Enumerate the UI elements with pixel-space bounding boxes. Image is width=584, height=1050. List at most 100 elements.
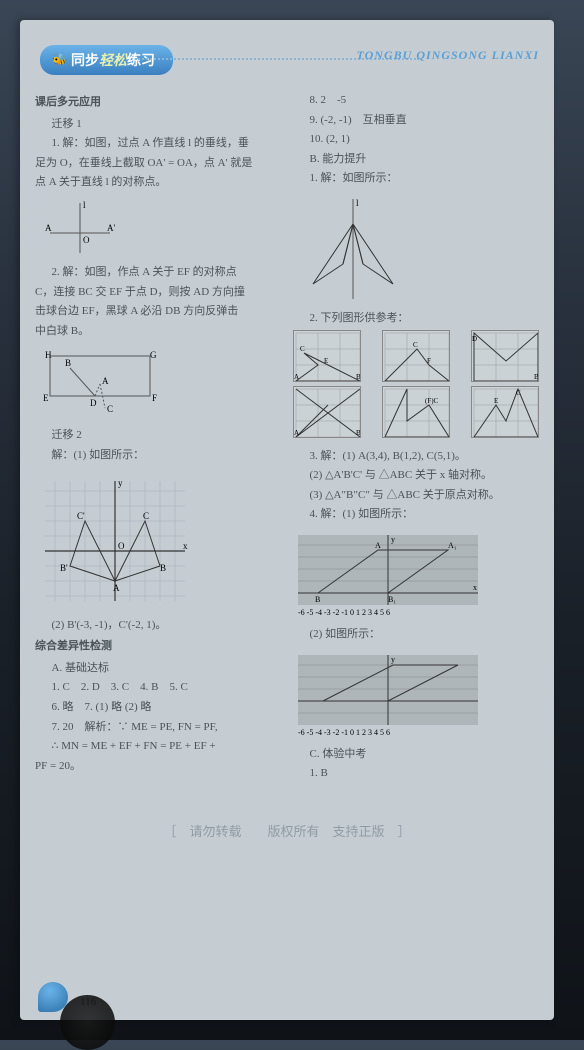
svg-text:D: D (472, 335, 477, 343)
thumb-shadow (60, 995, 115, 1050)
text: 解：(1) 如图所示： (35, 447, 281, 465)
svg-text:A: A (45, 223, 52, 233)
svg-text:(F)C: (F)C (425, 397, 439, 405)
figure-perpendicular: l A O A' (35, 198, 281, 258)
right-column: 8. 2 -5 9. (-2, -1) 互相垂直 10. (2, 1) B. 能… (293, 90, 539, 785)
grid-fig: A B C E (293, 330, 361, 382)
svg-text:A: A (113, 583, 120, 593)
svg-text:-6 -5 -4 -3 -2 -1 0 1 2 3: -6 -5 -4 -3 -2 -1 0 1 2 3 4 5 6 (298, 728, 390, 737)
badge-light: 轻松 (99, 50, 127, 70)
section-title: 综合差异性检测 (35, 638, 281, 656)
svg-text:C: C (300, 345, 305, 353)
svg-text:D: D (90, 398, 97, 408)
svg-text:x: x (183, 541, 188, 551)
svg-text:B₁: B₁ (388, 595, 396, 604)
figure-billiard: H G E F B A D C (35, 346, 281, 421)
svg-text:-6 -5 -4 -3 -2 -1 0 1 2 3: -6 -5 -4 -3 -2 -1 0 1 2 3 4 5 6 (298, 608, 390, 617)
text: 1. B (293, 765, 539, 783)
svg-text:E: E (324, 357, 328, 365)
svg-text:C': C' (77, 511, 85, 521)
text: 10. (2, 1) (293, 131, 539, 149)
text: 点 A 关于直线 l 的对称点。 (35, 174, 281, 192)
svg-text:C: C (413, 341, 418, 349)
text: 1. 解：如图，过点 A 作直线 l 的垂线，垂 (35, 135, 281, 153)
figure-coord-1: y x A A₁ B B₁ -6 -5 -4 -3 -2 -1 0 1 2 3 … (293, 530, 539, 620)
text: (3) △A″B″C″ 与 △ABC 关于原点对称。 (293, 487, 539, 505)
reference-grids: A B C E A(E) (D)B C F (293, 330, 539, 438)
svg-text:B': B' (60, 563, 68, 573)
grid-fig: E C B(E) (471, 386, 539, 438)
text: 1. 解：如图所示： (293, 170, 539, 188)
text: (2) △A'B'C' 与 △ABC 关于 x 轴对称。 (293, 467, 539, 485)
svg-text:A: A (294, 429, 299, 437)
answers: 6. 略 7. (1) 略 (2) 略 (35, 699, 281, 717)
grid-fig: A(E) (D)B C F (382, 330, 450, 382)
subheading: 迁移 1 (35, 116, 281, 134)
subheading: C. 体验中考 (293, 746, 539, 764)
text: 2. 解：如图，作点 A 关于 EF 的对称点 (35, 264, 281, 282)
header: 🐝 同步 轻松 练习 TONGBU QINGSONG LIANXI (35, 40, 539, 80)
svg-text:A': A' (107, 223, 115, 233)
text: 9. (-2, -1) 互相垂直 (293, 112, 539, 130)
figure-butterfly: l (293, 194, 539, 304)
answers: 1. C 2. D 3. C 4. B 5. C (35, 679, 281, 697)
svg-text:x: x (473, 583, 477, 592)
bee-icon: 🐝 (52, 53, 67, 68)
svg-text:B: B (160, 563, 166, 573)
badge-suffix: 练习 (127, 50, 155, 70)
svg-text:B: B (315, 595, 320, 604)
svg-text:A: A (102, 376, 109, 386)
svg-text:B: B (65, 358, 71, 368)
text: 击球台边 EF，黑球 A 必沿 DB 方向反弹击 (35, 303, 281, 321)
columns: 课后多元应用 迁移 1 1. 解：如图，过点 A 作直线 l 的垂线，垂 足为 … (35, 90, 539, 785)
subheading: A. 基础达标 (35, 660, 281, 678)
section-title: 课后多元应用 (35, 94, 281, 112)
text: 4. 解：(1) 如图所示： (293, 506, 539, 524)
svg-text:A: A (294, 373, 299, 381)
svg-text:E: E (494, 397, 498, 405)
text: 8. 2 -5 (293, 92, 539, 110)
svg-text:H: H (45, 350, 52, 360)
svg-text:y: y (391, 535, 395, 544)
svg-text:G: G (150, 350, 157, 360)
text: 足为 O，在垂线上截取 OA' = OA，点 A' 就是 (35, 155, 281, 173)
svg-text:y: y (118, 478, 123, 488)
svg-text:l: l (356, 198, 359, 208)
svg-text:C: C (143, 511, 149, 521)
series-badge: 🐝 同步 轻松 练习 (40, 45, 173, 75)
subheading: 迁移 2 (35, 427, 281, 445)
text: PF = 20。 (35, 758, 281, 776)
grid-fig: D B (471, 330, 539, 382)
grid-fig: A(D) (F)C (382, 386, 450, 438)
text: 2. 下列图形供参考： (293, 310, 539, 328)
svg-text:B: B (356, 373, 361, 381)
svg-text:l: l (83, 200, 86, 210)
watermark: ［ 请勿转载 版权所有 支持正版 ］ (20, 821, 554, 840)
svg-text:y: y (391, 655, 395, 664)
figure-coord-grid: y x O A B C B' C' (35, 471, 281, 611)
svg-text:A₁: A₁ (448, 541, 457, 550)
left-column: 课后多元应用 迁移 1 1. 解：如图，过点 A 作直线 l 的垂线，垂 足为 … (35, 90, 281, 785)
svg-text:A: A (375, 541, 381, 550)
subheading: B. 能力提升 (293, 151, 539, 169)
badge-prefix: 同步 (71, 50, 99, 70)
svg-text:E: E (43, 393, 49, 403)
text: ∴ MN = ME + EF + FN = PE + EF + (35, 738, 281, 756)
svg-text:O: O (118, 541, 125, 551)
text: (2) 如图所示： (293, 626, 539, 644)
header-pinyin: TONGBU QINGSONG LIANXI (357, 48, 539, 63)
svg-text:C: C (107, 404, 113, 414)
figure-coord-2: y -6 -5 -4 -3 -2 -1 0 1 2 3 4 5 6 (293, 650, 539, 740)
text: C，连接 BC 交 EF 于点 D，则按 AD 方向撞 (35, 284, 281, 302)
svg-text:B: B (534, 373, 539, 381)
svg-text:F: F (152, 393, 157, 403)
text: 7. 20 解析：∵ ME = PE, FN = PF, (35, 719, 281, 737)
svg-text:F: F (427, 357, 431, 365)
svg-text:B: B (356, 429, 361, 437)
text: (2) B'(-3, -1)，C'(-2, 1)。 (35, 617, 281, 635)
grid-fig: A B (293, 386, 361, 438)
svg-text:C: C (516, 389, 521, 397)
svg-text:O: O (83, 235, 90, 245)
text: 中白球 B。 (35, 323, 281, 341)
text: 3. 解：(1) A(3,4), B(1,2), C(5,1)。 (293, 448, 539, 466)
